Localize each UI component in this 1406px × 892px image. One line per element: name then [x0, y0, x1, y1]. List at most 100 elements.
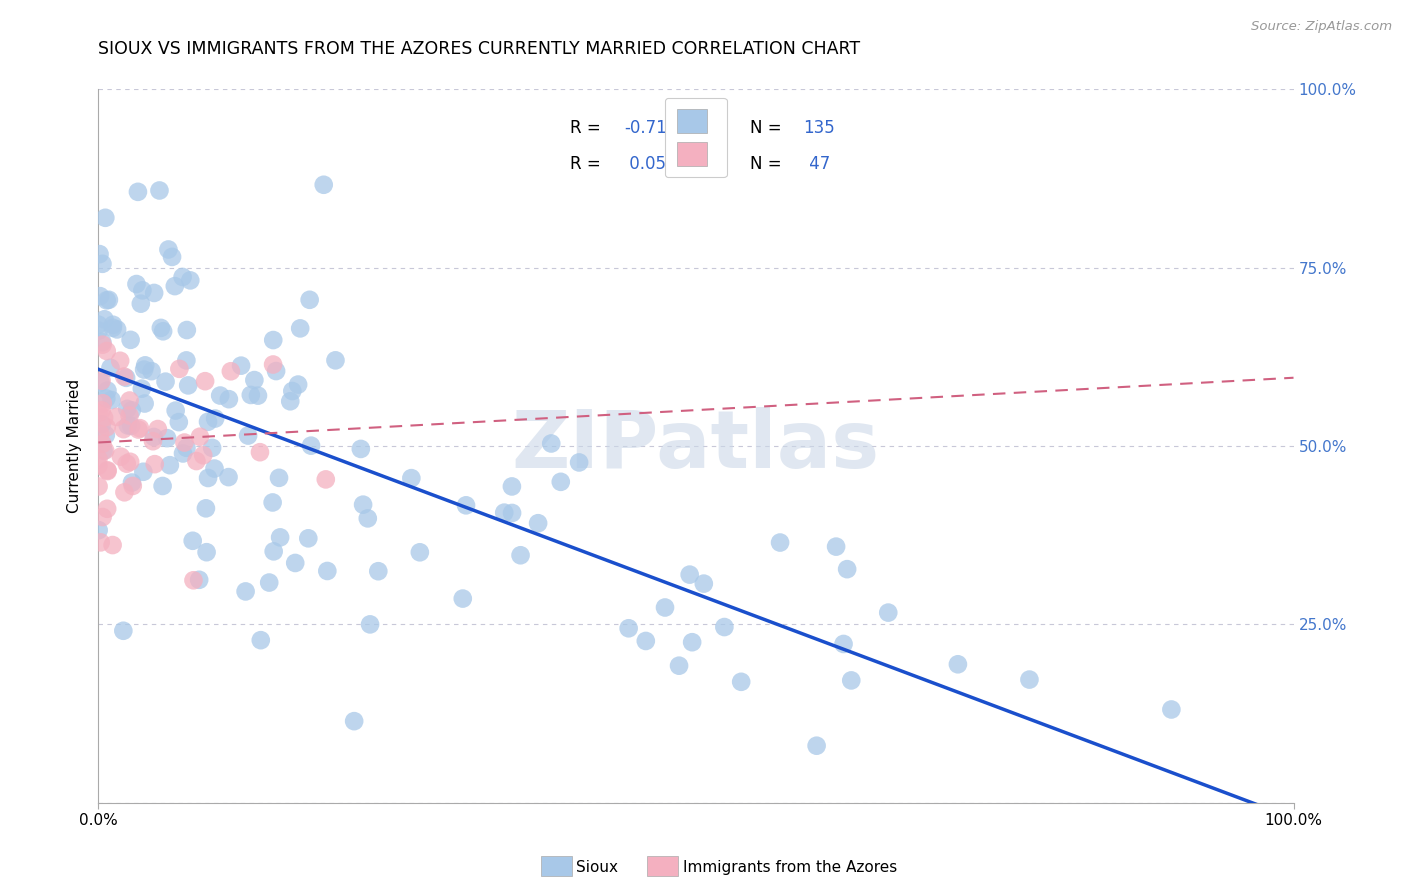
Point [1018, 673, 1040, 687]
Point [299, 439, 322, 453]
Point [634, 634, 657, 648]
Point [278, 394, 301, 409]
Point [269, 530, 291, 544]
Point [235, 584, 257, 599]
Point [262, 358, 284, 372]
Point [96, 420, 118, 434]
Point [501, 506, 523, 520]
Point [121, 403, 143, 417]
Text: 135: 135 [804, 120, 835, 137]
Point [350, 442, 373, 456]
Point [96, 392, 118, 406]
Point [93, 443, 115, 458]
Point [131, 382, 153, 396]
Point [87, 458, 110, 473]
Point [654, 600, 676, 615]
Legend: , : , [665, 97, 727, 178]
Point [96, 463, 118, 477]
Point [229, 359, 252, 373]
Point [509, 548, 531, 562]
Point [101, 320, 124, 334]
Point [194, 374, 217, 388]
Point [125, 277, 148, 291]
Point [281, 384, 304, 398]
Point [143, 285, 166, 300]
Point [91, 436, 114, 450]
Point [115, 371, 138, 385]
Point [90, 403, 112, 417]
Point [112, 422, 135, 436]
Point [108, 353, 131, 368]
Point [91, 335, 114, 350]
Point [155, 375, 177, 389]
Point [177, 378, 200, 392]
Point [90, 417, 112, 431]
Point [264, 364, 287, 378]
Point [87, 324, 110, 338]
Point [568, 455, 591, 469]
Point [262, 333, 284, 347]
Point [143, 457, 166, 471]
Point [134, 359, 156, 373]
Point [87, 406, 110, 420]
Point [825, 540, 848, 554]
Point [218, 392, 240, 407]
Point [114, 485, 136, 500]
Text: R =: R = [571, 155, 606, 173]
Text: SIOUX VS IMMIGRANTS FROM THE AZORES CURRENTLY MARRIED CORRELATION CHART: SIOUX VS IMMIGRANTS FROM THE AZORES CURR… [98, 40, 860, 58]
Point [195, 545, 218, 559]
Point [176, 353, 198, 368]
Point [90, 374, 112, 388]
Point [117, 418, 139, 433]
Point [713, 620, 735, 634]
Point [94, 428, 117, 442]
Point [188, 573, 211, 587]
Point [157, 243, 180, 257]
Point [454, 499, 477, 513]
Point [343, 714, 366, 728]
Point [315, 472, 337, 486]
Point [176, 323, 198, 337]
Point [246, 389, 269, 403]
Point [169, 362, 191, 376]
Point [87, 479, 110, 493]
Point [146, 422, 169, 436]
Point [160, 250, 183, 264]
Point [617, 621, 640, 635]
Point [219, 364, 242, 378]
Point [90, 535, 112, 549]
Point [152, 479, 174, 493]
Point [129, 296, 152, 310]
Point [97, 464, 120, 478]
Point [110, 450, 132, 464]
Point [1160, 702, 1182, 716]
Point [188, 430, 211, 444]
Point [730, 674, 752, 689]
Point [325, 353, 347, 368]
Point [877, 606, 900, 620]
Point [409, 545, 432, 559]
Point [527, 516, 550, 531]
Text: 47: 47 [804, 155, 830, 173]
Point [129, 421, 152, 435]
Point [96, 344, 118, 359]
Point [134, 396, 156, 410]
Point [132, 465, 155, 479]
Text: N =: N = [749, 120, 786, 137]
Text: Source: ZipAtlas.com: Source: ZipAtlas.com [1251, 20, 1392, 33]
Point [681, 635, 703, 649]
Point [451, 591, 474, 606]
Point [118, 409, 141, 423]
Point [257, 575, 280, 590]
Point [267, 471, 290, 485]
Point [693, 576, 716, 591]
Point [127, 185, 149, 199]
Point [183, 574, 205, 588]
Point [120, 333, 142, 347]
Point [837, 562, 859, 576]
Point [100, 393, 122, 408]
Point [100, 360, 122, 375]
Point [121, 479, 143, 493]
Point [96, 293, 118, 308]
Point [769, 535, 792, 549]
